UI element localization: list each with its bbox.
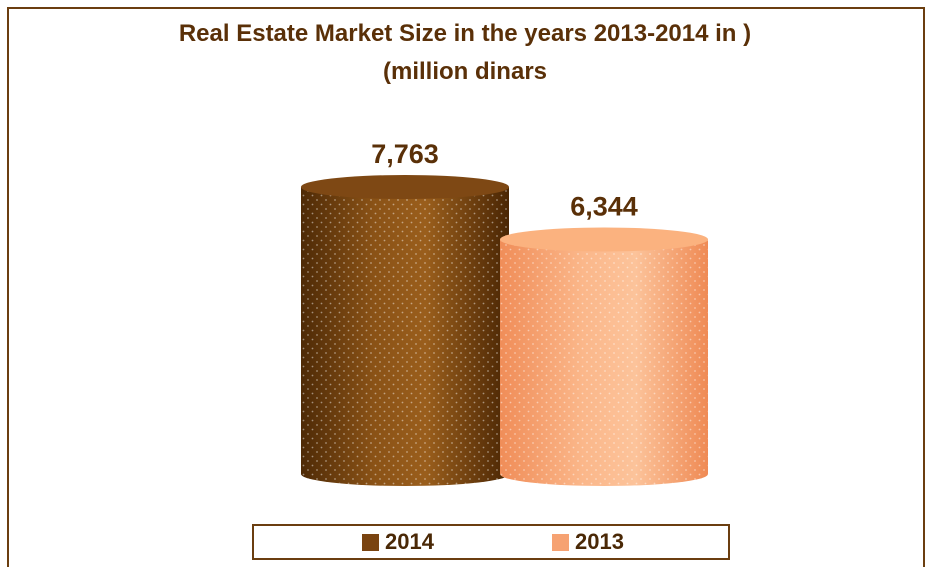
chart-title: Real Estate Market Size in the years 201… [178,20,752,47]
legend: 2014 2013 [252,524,730,560]
legend-swatch-2013 [552,533,569,551]
bar-texture-2014 [301,187,509,486]
data-label-2013: 6,344 [570,191,638,221]
chart-subtitle: (million dinars [382,58,547,85]
bar-2014 [301,175,509,486]
chart-frame [7,7,925,567]
legend-label-2014: 2014 [385,529,434,554]
bar-2013 [500,227,708,486]
legend-swatch-2014 [362,533,379,551]
bar-top-2014 [301,175,509,200]
data-label-2014: 7,763 [371,139,439,169]
legend-item-2014: 2014 [362,529,434,555]
legend-item-2013: 2013 [552,529,624,555]
legend-label-2013: 2013 [575,529,624,554]
bar-texture-2013 [500,239,708,486]
bar-top-2013 [500,227,708,252]
